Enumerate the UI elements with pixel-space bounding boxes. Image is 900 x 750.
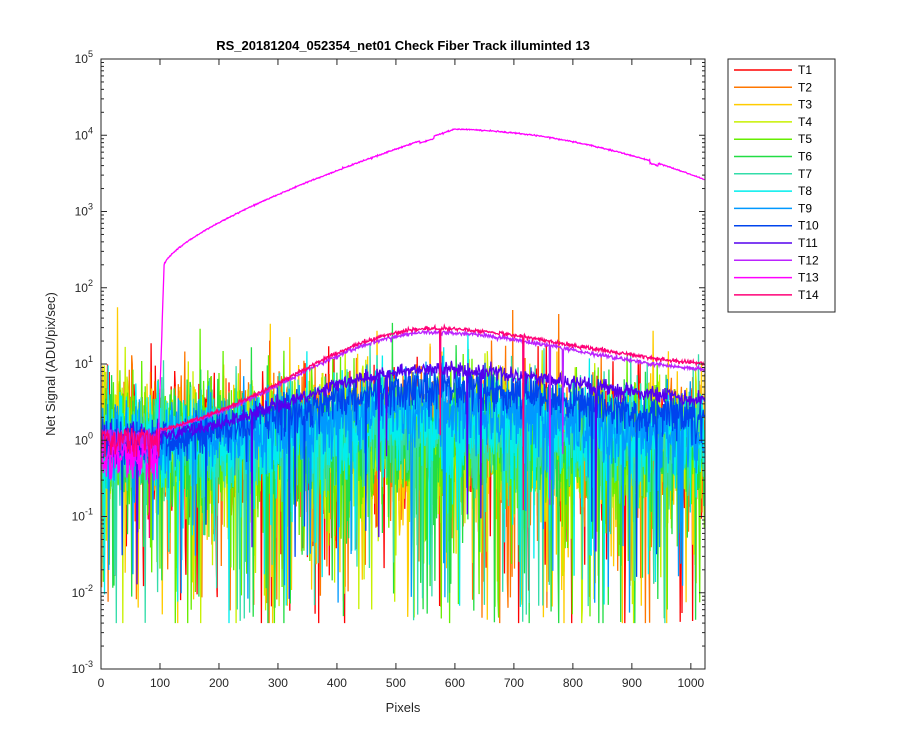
y-axis-label: Net Signal (ADU/pix/sec)	[43, 292, 58, 436]
y-tick-label: 103	[75, 202, 93, 219]
y-tick-base: 10	[72, 510, 86, 524]
legend-label-t11: T11	[798, 236, 818, 250]
y-tick-base: 10	[75, 357, 89, 371]
y-tick-exponent: -3	[85, 659, 93, 669]
legend-label-t13: T13	[798, 271, 819, 285]
x-tick-label: 800	[563, 676, 583, 690]
legend-label-t6: T6	[798, 150, 812, 164]
y-tick-base: 10	[72, 662, 86, 676]
y-tick-label: 102	[75, 278, 93, 295]
x-tick-label: 0	[98, 676, 105, 690]
y-tick-base: 10	[75, 128, 89, 142]
y-tick-label: 105	[75, 49, 93, 66]
legend-label-t10: T10	[798, 219, 819, 233]
legend-box	[727, 58, 836, 313]
y-tick-base: 10	[75, 205, 89, 219]
legend-label-t12: T12	[798, 253, 819, 267]
plot-area	[101, 127, 705, 624]
y-tick-exponent: 3	[88, 202, 93, 212]
x-axis-label: Pixels	[386, 700, 421, 715]
y-tick-label: 100	[75, 430, 93, 447]
x-tick-label: 700	[504, 676, 524, 690]
x-tick-label: 1000	[677, 676, 704, 690]
x-tick-label: 900	[622, 676, 642, 690]
x-tick-label: 500	[386, 676, 406, 690]
series-line-t10	[101, 362, 705, 599]
y-tick-exponent: 0	[88, 430, 93, 440]
x-tick-label: 600	[445, 676, 465, 690]
legend-label-t5: T5	[798, 132, 812, 146]
y-tick-label: 10-2	[72, 583, 93, 600]
legend: T1 T2 T3 T4 T5 T6 T7 T8 T9 T10 T11 T12 T13 T14	[727, 58, 836, 313]
x-axis: 0 100 200 300 400 500 600 700 800 900 1000	[98, 59, 705, 690]
y-tick-label: 101	[75, 354, 93, 371]
y-tick-exponent: 4	[88, 125, 93, 135]
y-tick-label: 104	[75, 125, 93, 142]
y-tick-exponent: -2	[85, 583, 93, 593]
legend-label-t14: T14	[798, 288, 819, 302]
series-line-t12	[101, 328, 705, 505]
y-tick-exponent: 5	[88, 49, 93, 59]
y-tick-exponent: 2	[88, 278, 93, 288]
y-tick-label: 10-3	[72, 659, 93, 676]
chart-title: RS_20181204_052354_net01 Check Fiber Tra…	[216, 38, 590, 53]
legend-label-t8: T8	[798, 184, 812, 198]
legend-label-t9: T9	[798, 201, 812, 215]
x-tick-label: 300	[268, 676, 288, 690]
series-line-t11	[101, 360, 705, 585]
y-tick-exponent: -1	[85, 507, 93, 517]
x-tick-label: 100	[150, 676, 170, 690]
legend-label-t7: T7	[798, 167, 812, 181]
y-tick-base: 10	[75, 281, 89, 295]
x-tick-label: 400	[327, 676, 347, 690]
x-tick-label: 200	[209, 676, 229, 690]
y-tick-base: 10	[72, 586, 86, 600]
y-tick-base: 10	[75, 433, 89, 447]
legend-label-t3: T3	[798, 98, 812, 112]
series-line-t13	[101, 127, 705, 481]
legend-label-t2: T2	[798, 80, 812, 94]
series-line-t14	[101, 323, 705, 539]
legend-label-t4: T4	[798, 115, 812, 129]
legend-label-t1: T1	[798, 63, 812, 77]
y-tick-base: 10	[75, 52, 89, 66]
y-tick-exponent: 1	[88, 354, 93, 364]
y-tick-label: 10-1	[72, 507, 93, 524]
